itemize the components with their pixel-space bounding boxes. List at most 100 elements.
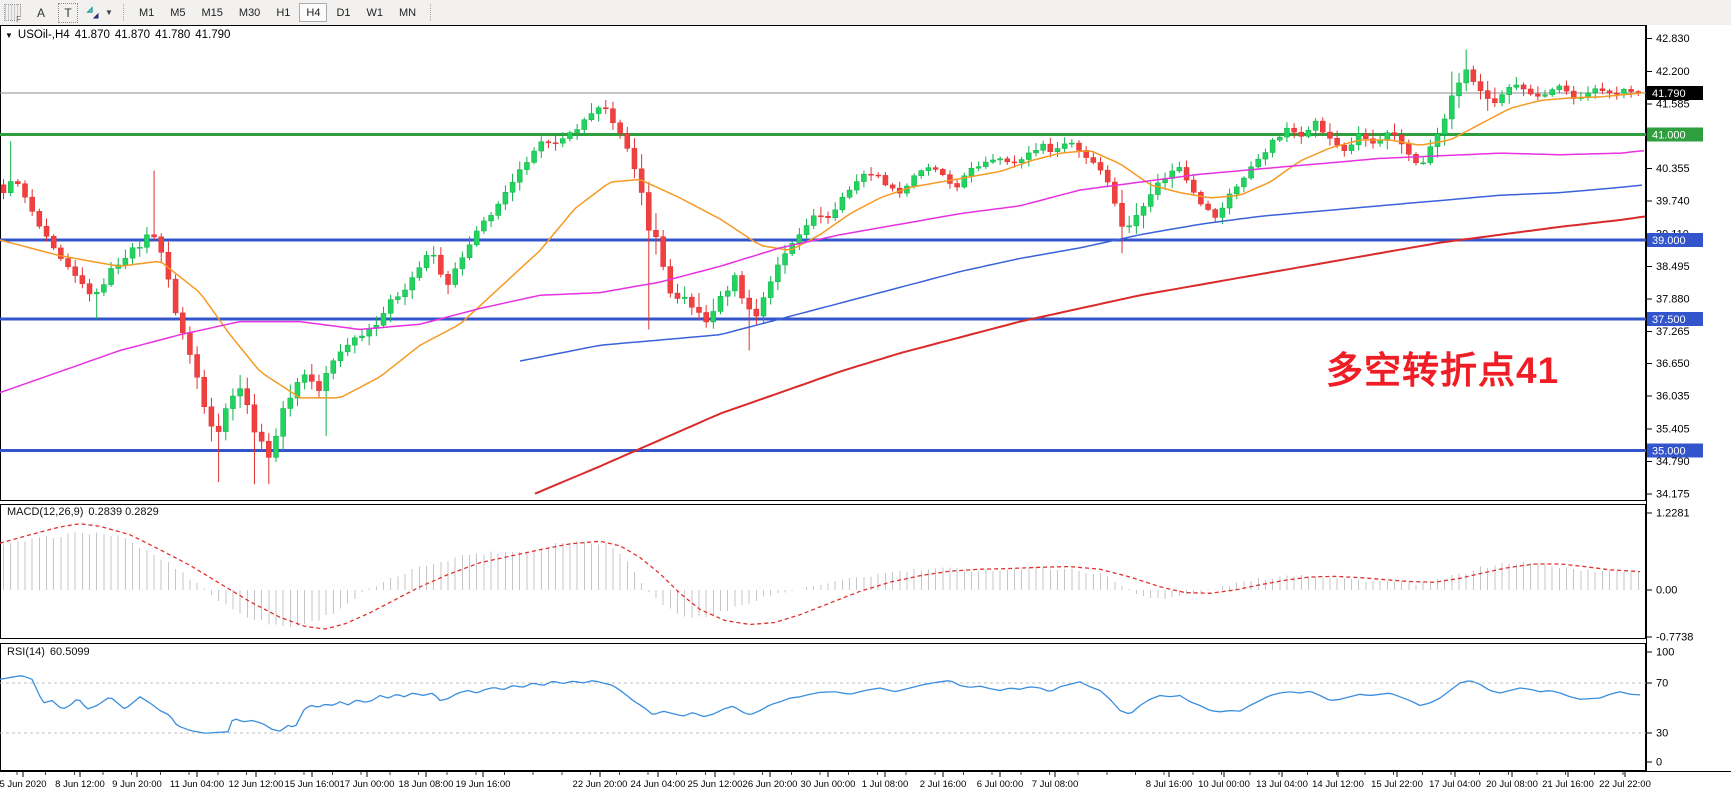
candle-body <box>853 181 860 191</box>
candle-body <box>1348 144 1355 151</box>
candle-body <box>1212 209 1218 218</box>
timeframe-mn[interactable]: MN <box>392 3 423 22</box>
main-pane[interactable] <box>0 25 1646 501</box>
candle-body <box>230 395 236 409</box>
price-level-box <box>1647 86 1703 101</box>
candle-body <box>323 373 329 391</box>
chart-text-annotation: 多空转折点41 <box>1326 350 1560 391</box>
macd-pane[interactable] <box>0 504 1646 639</box>
candle-body <box>1097 162 1104 171</box>
price-tick-label: 41.585 <box>1656 98 1690 110</box>
candle-body <box>402 289 408 298</box>
collapse-arrow-icon[interactable]: ▼ <box>5 30 13 40</box>
candle-body <box>1305 130 1312 137</box>
candle-body <box>889 184 896 189</box>
candle-body <box>409 277 415 291</box>
candle-body <box>1606 90 1613 94</box>
candle-body <box>502 192 509 205</box>
candle-body <box>1147 194 1154 207</box>
candle-body <box>803 225 810 235</box>
candle-body <box>911 175 917 187</box>
candle-body <box>868 173 874 176</box>
candle-body <box>1592 88 1598 94</box>
rsi-pane[interactable] <box>0 643 1646 771</box>
price-level-box <box>1647 311 1703 326</box>
text-tool-button[interactable]: T <box>58 2 79 23</box>
candle-body <box>846 189 853 198</box>
timeframe-w1[interactable]: W1 <box>360 3 391 22</box>
price-tick-label: 38.495 <box>1656 261 1690 273</box>
timeframe-m5[interactable]: M5 <box>163 3 192 22</box>
toolbar-grip-icon[interactable]: F <box>4 4 21 24</box>
candle-body <box>1104 169 1111 183</box>
rsi-tick-label: 100 <box>1656 647 1674 659</box>
candle-body <box>495 203 501 216</box>
candle-body <box>997 158 1003 161</box>
candle-body <box>1112 181 1118 204</box>
candle-body <box>1434 133 1441 147</box>
macd-indicator-label: MACD(12,26,9) 0.2839 0.2829 <box>7 506 159 518</box>
candle-body <box>223 408 229 432</box>
candle-body <box>122 257 129 266</box>
time-tick-label: 5 Jun 2020 <box>0 779 47 790</box>
timeframe-h1[interactable]: H1 <box>269 3 297 22</box>
candle-body <box>1384 132 1391 141</box>
ohlc-high: 41.870 <box>114 29 151 41</box>
candle-body <box>1413 154 1419 164</box>
candle-body <box>344 344 351 353</box>
candle-body <box>144 234 150 248</box>
candle-body <box>1556 85 1563 90</box>
candle-body <box>194 354 200 378</box>
candle-body <box>674 292 681 299</box>
candle-body <box>1327 131 1333 139</box>
candle-body <box>1176 167 1183 172</box>
candle-body <box>1026 152 1032 160</box>
time-tick-label: 15 Jul 22:00 <box>1371 779 1423 790</box>
candle-body <box>459 257 466 270</box>
candle-body <box>287 397 294 409</box>
candle-body <box>1284 127 1290 138</box>
time-tick-label: 30 Jun 00:00 <box>801 779 856 790</box>
candle-body <box>1054 148 1061 152</box>
price-tick-label: 35.405 <box>1656 424 1690 436</box>
candle-body <box>1262 152 1269 160</box>
candle-body <box>466 244 473 258</box>
candle-body <box>301 374 308 383</box>
candle-body <box>488 215 494 222</box>
price-tick-label: 36.650 <box>1656 358 1690 370</box>
candle-body <box>1298 131 1305 137</box>
time-tick-label: 18 Jun 08:00 <box>399 779 454 790</box>
macd-histogram <box>3 532 1639 627</box>
candle-body <box>208 406 215 427</box>
ma-mid-line <box>0 149 1645 394</box>
candle-body <box>79 275 86 284</box>
candle-body <box>882 175 889 186</box>
candle-body <box>918 170 925 176</box>
candle-body <box>1090 157 1097 163</box>
time-tick-label: 6 Jul 00:00 <box>977 779 1023 790</box>
symbol-label: USOil-,H4 <box>17 29 70 41</box>
candle-body <box>990 159 996 163</box>
candle-body <box>753 308 760 317</box>
candle-body <box>36 211 43 227</box>
timeframe-m1[interactable]: M1 <box>132 3 161 22</box>
time-tick-label: 20 Jul 08:00 <box>1486 779 1538 790</box>
timeframe-m30[interactable]: M30 <box>232 3 267 22</box>
candle-body <box>1427 146 1434 164</box>
candle-body <box>430 254 437 257</box>
candle-body <box>1255 158 1261 168</box>
font-tool-button[interactable]: A <box>30 3 52 23</box>
candle-body <box>1183 167 1190 181</box>
candle-body <box>624 133 631 149</box>
candle-body <box>603 107 609 110</box>
candle-body <box>531 150 537 163</box>
candle-body <box>724 290 731 297</box>
object-tools-button[interactable]: ▼ <box>85 5 113 21</box>
timeframe-m15[interactable]: M15 <box>195 3 230 22</box>
timeframe-d1[interactable]: D1 <box>329 3 357 22</box>
candle-body <box>739 275 745 299</box>
timeframe-h4[interactable]: H4 <box>299 3 328 22</box>
candle-body <box>1370 138 1376 144</box>
time-tick-label: 1 Jul 08:00 <box>862 779 908 790</box>
